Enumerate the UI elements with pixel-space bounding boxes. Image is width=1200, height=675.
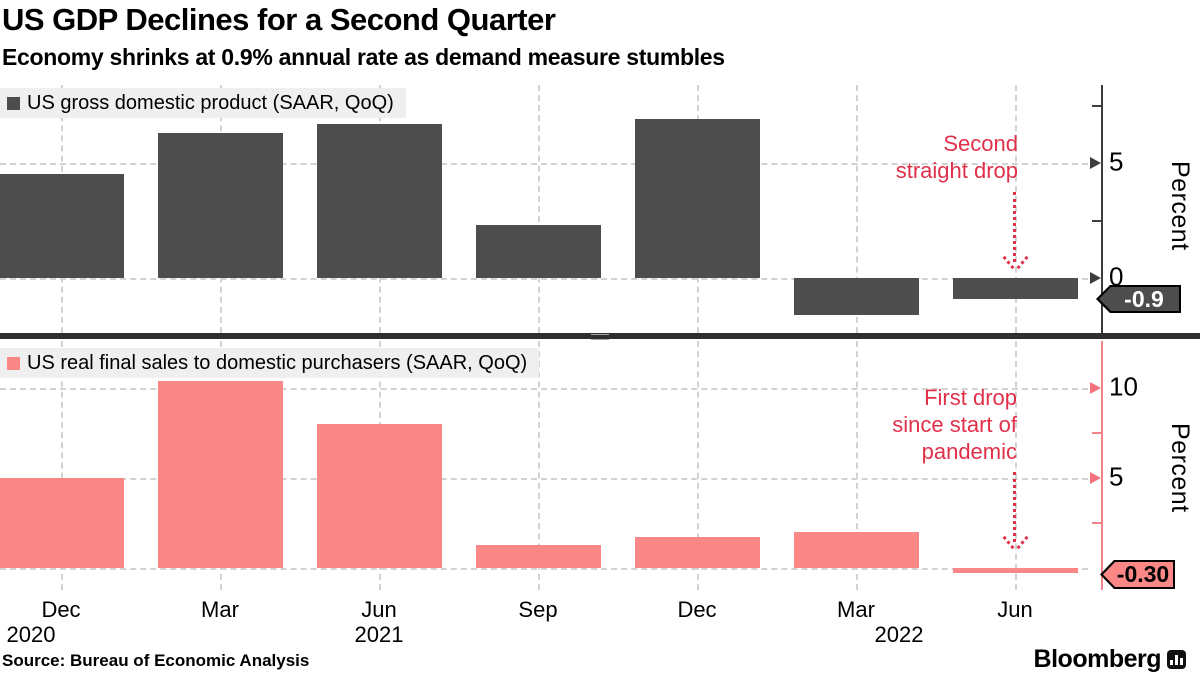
y-axis-line bbox=[1101, 341, 1103, 590]
bar bbox=[793, 532, 919, 568]
x-axis: Dec Mar Jun Sep Dec Mar Jun 2020 2021 2022 bbox=[0, 597, 1200, 647]
bar bbox=[0, 478, 124, 568]
bar bbox=[793, 278, 919, 315]
bar bbox=[316, 124, 442, 278]
bar bbox=[157, 133, 283, 278]
panel-divider bbox=[0, 333, 1200, 340]
axis-tick-arrow-icon bbox=[1090, 382, 1101, 394]
horizontal-gridline bbox=[0, 278, 1088, 280]
vertical-gridline bbox=[856, 341, 858, 590]
gdp-tag-value: -0.9 bbox=[1099, 287, 1179, 311]
gdp-legend-label: US gross domestic product (SAAR, QoQ) bbox=[27, 91, 394, 114]
vertical-gridline bbox=[1015, 85, 1017, 333]
gdp-bar-chart: 0 5 US gross domestic product (SAAR, QoQ)… bbox=[0, 85, 1200, 333]
vertical-gridline bbox=[61, 341, 63, 590]
page-title: US GDP Declines for a Second Quarter bbox=[2, 2, 556, 37]
x-tick-label: Jun bbox=[361, 597, 397, 622]
bar bbox=[952, 278, 1078, 299]
gdp-annotation: Second straight drop bbox=[895, 131, 1018, 183]
final-sales-annotation-arrow-icon bbox=[1013, 472, 1016, 542]
final-sales-bar-chart: 5 10 US real final sales to domestic purc… bbox=[0, 341, 1200, 590]
bar bbox=[475, 545, 601, 568]
x-tick-label: Mar bbox=[837, 597, 875, 622]
bloomberg-logo: Bloomberg bbox=[1034, 645, 1186, 674]
gdp-legend-swatch-icon bbox=[7, 96, 20, 110]
horizontal-gridline bbox=[0, 478, 1088, 480]
gdp-annotation-arrow-icon bbox=[1013, 192, 1016, 262]
final-sales-annotation: First drop since start of pandemic bbox=[892, 385, 1017, 464]
y-tick-label: 5 bbox=[1109, 146, 1124, 177]
x-tick-label: Sep bbox=[518, 597, 558, 622]
final-sales-last-value-tag: -0.30 bbox=[1100, 560, 1175, 589]
final-sales-legend-swatch-icon bbox=[7, 356, 20, 370]
x-tick-label: Dec bbox=[677, 597, 717, 622]
x-year-label: 2021 bbox=[354, 622, 404, 647]
horizontal-gridline bbox=[0, 568, 1088, 570]
y-tick-label: 0 bbox=[1109, 261, 1124, 292]
final-sales-legend-label: US real final sales to domestic purchase… bbox=[27, 351, 528, 374]
gdp-legend: US gross domestic product (SAAR, QoQ) bbox=[0, 88, 406, 118]
x-tick-label: Dec bbox=[41, 597, 81, 622]
bar bbox=[634, 537, 760, 568]
source-credit: Source: Bureau of Economic Analysis bbox=[2, 651, 310, 670]
axis-tick-arrow-icon bbox=[1090, 157, 1101, 169]
axis-tick-arrow-icon bbox=[1090, 272, 1101, 284]
horizontal-gridline bbox=[0, 388, 1088, 390]
y-tick-label: 10 bbox=[1109, 371, 1138, 402]
y-tick-label: 5 bbox=[1109, 461, 1124, 492]
x-tick-label: Mar bbox=[201, 597, 239, 622]
vertical-gridline bbox=[1015, 341, 1017, 590]
final-sales-legend: US real final sales to domestic purchase… bbox=[0, 348, 540, 378]
vertical-gridline bbox=[697, 341, 699, 590]
y-minor-tick bbox=[1092, 522, 1101, 524]
page-subtitle: Economy shrinks at 0.9% annual rate as d… bbox=[2, 44, 725, 70]
final-sales-y-axis-title: Percent bbox=[1166, 423, 1194, 513]
gdp-last-value-tag: -0.9 bbox=[1096, 285, 1181, 313]
vertical-gridline bbox=[538, 85, 540, 333]
x-year-label: 2020 bbox=[6, 622, 56, 647]
axis-tick-arrow-icon bbox=[1090, 472, 1101, 484]
bar bbox=[316, 424, 442, 568]
gdp-annotation-arrowhead-icon bbox=[1016, 255, 1029, 270]
y-minor-tick bbox=[1092, 219, 1101, 222]
bloomberg-wordmark: Bloomberg bbox=[1033, 645, 1162, 673]
bar bbox=[0, 174, 124, 278]
panel-divider-handle[interactable] bbox=[591, 334, 609, 340]
bar bbox=[475, 225, 601, 278]
vertical-gridline bbox=[538, 341, 540, 590]
horizontal-gridline bbox=[0, 163, 1088, 165]
y-axis-line bbox=[1101, 85, 1103, 333]
gdp-y-axis-title: Percent bbox=[1166, 161, 1194, 251]
y-minor-tick bbox=[1092, 104, 1101, 107]
y-minor-tick bbox=[1092, 432, 1101, 434]
bar bbox=[952, 568, 1078, 573]
x-tick-label: Jun bbox=[997, 597, 1033, 622]
vertical-gridline bbox=[856, 85, 858, 333]
x-year-label: 2022 bbox=[874, 622, 924, 647]
bar-chart-icon bbox=[1167, 650, 1186, 669]
bar bbox=[634, 119, 760, 278]
bar bbox=[157, 381, 283, 568]
final-sales-annotation-arrowhead-icon bbox=[1016, 535, 1029, 550]
final-sales-tag-value: -0.30 bbox=[1103, 562, 1173, 587]
